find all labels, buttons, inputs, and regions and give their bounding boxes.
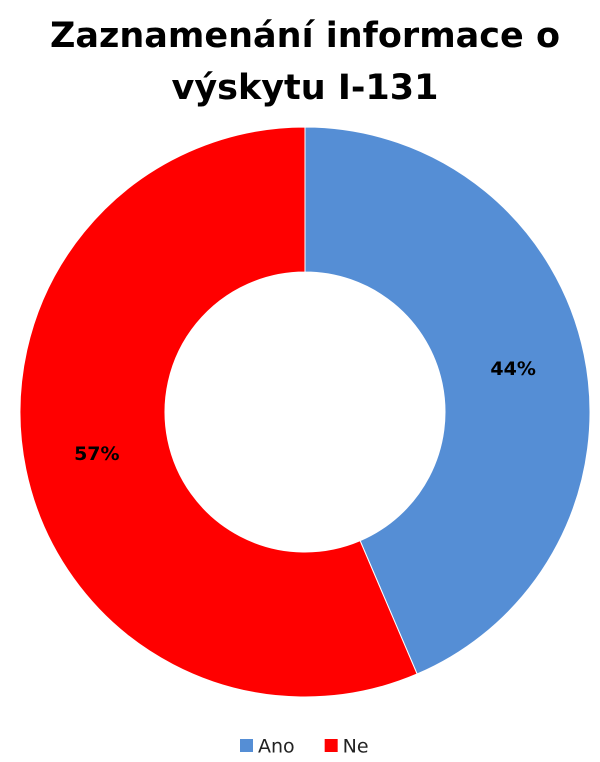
chart-title: Zaznamenání informace o výskytu I-131 [50,16,560,108]
donut-slice [304,126,591,675]
legend-swatch [324,739,338,752]
data-label: 44% [490,358,535,380]
legend-label: Ne [343,736,369,758]
donut-slice [19,126,418,698]
data-label: 57% [74,443,119,465]
legend-swatch [240,739,253,752]
legend-label: Ano [258,736,295,758]
